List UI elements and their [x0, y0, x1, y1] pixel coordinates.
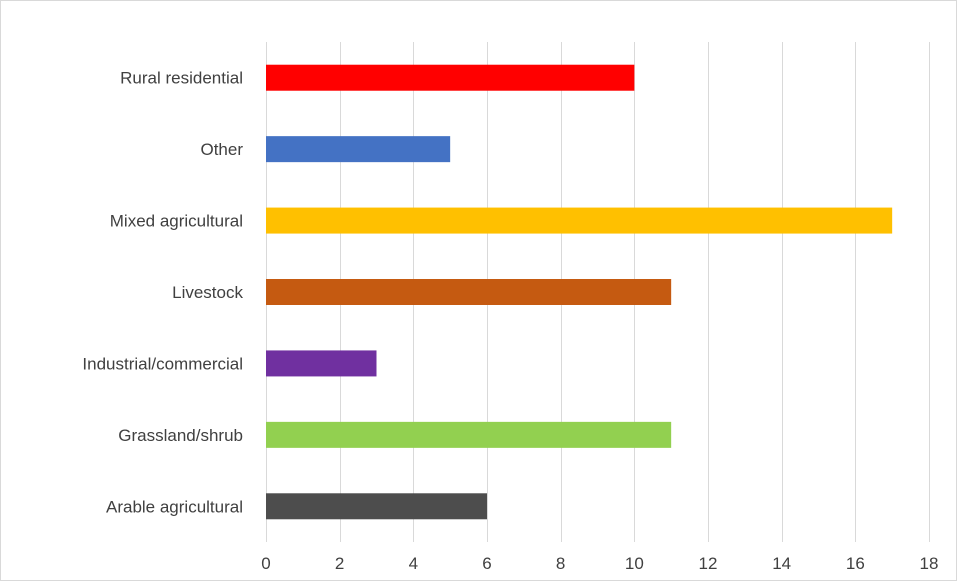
x-tick-label: 14 — [772, 554, 791, 573]
category-label: Mixed agricultural — [110, 212, 243, 231]
bar-grassland-shrub — [266, 421, 672, 448]
x-tick-label: 10 — [625, 554, 644, 573]
x-tick-label: 4 — [409, 554, 418, 573]
x-tick-label: 0 — [261, 554, 270, 573]
bar-industrial-commercial — [266, 350, 377, 377]
gridlines — [266, 42, 930, 542]
category-label: Rural residential — [120, 69, 243, 88]
bar-rural-residential — [266, 64, 635, 91]
bar-arable-agricultural — [266, 493, 487, 520]
x-tick-label: 12 — [699, 554, 718, 573]
category-label: Industrial/commercial — [82, 354, 243, 373]
category-label: Livestock — [172, 283, 243, 302]
x-tick-label: 18 — [920, 554, 939, 573]
bar-livestock — [266, 279, 672, 305]
x-tick-labels: 0 2 4 6 8 10 12 14 16 18 — [261, 554, 938, 573]
bar-other — [266, 136, 451, 163]
category-label: Arable agricultural — [106, 497, 243, 516]
x-tick-label: 2 — [335, 554, 344, 573]
category-label: Grassland/shrub — [118, 426, 243, 445]
x-tick-label: 6 — [482, 554, 491, 573]
bars — [266, 64, 893, 520]
bar-mixed-agricultural — [266, 207, 893, 234]
category-labels: Rural residential Other Mixed agricultural… — [82, 69, 243, 517]
x-tick-label: 8 — [556, 554, 565, 573]
category-label: Other — [200, 140, 243, 159]
x-tick-label: 16 — [846, 554, 865, 573]
